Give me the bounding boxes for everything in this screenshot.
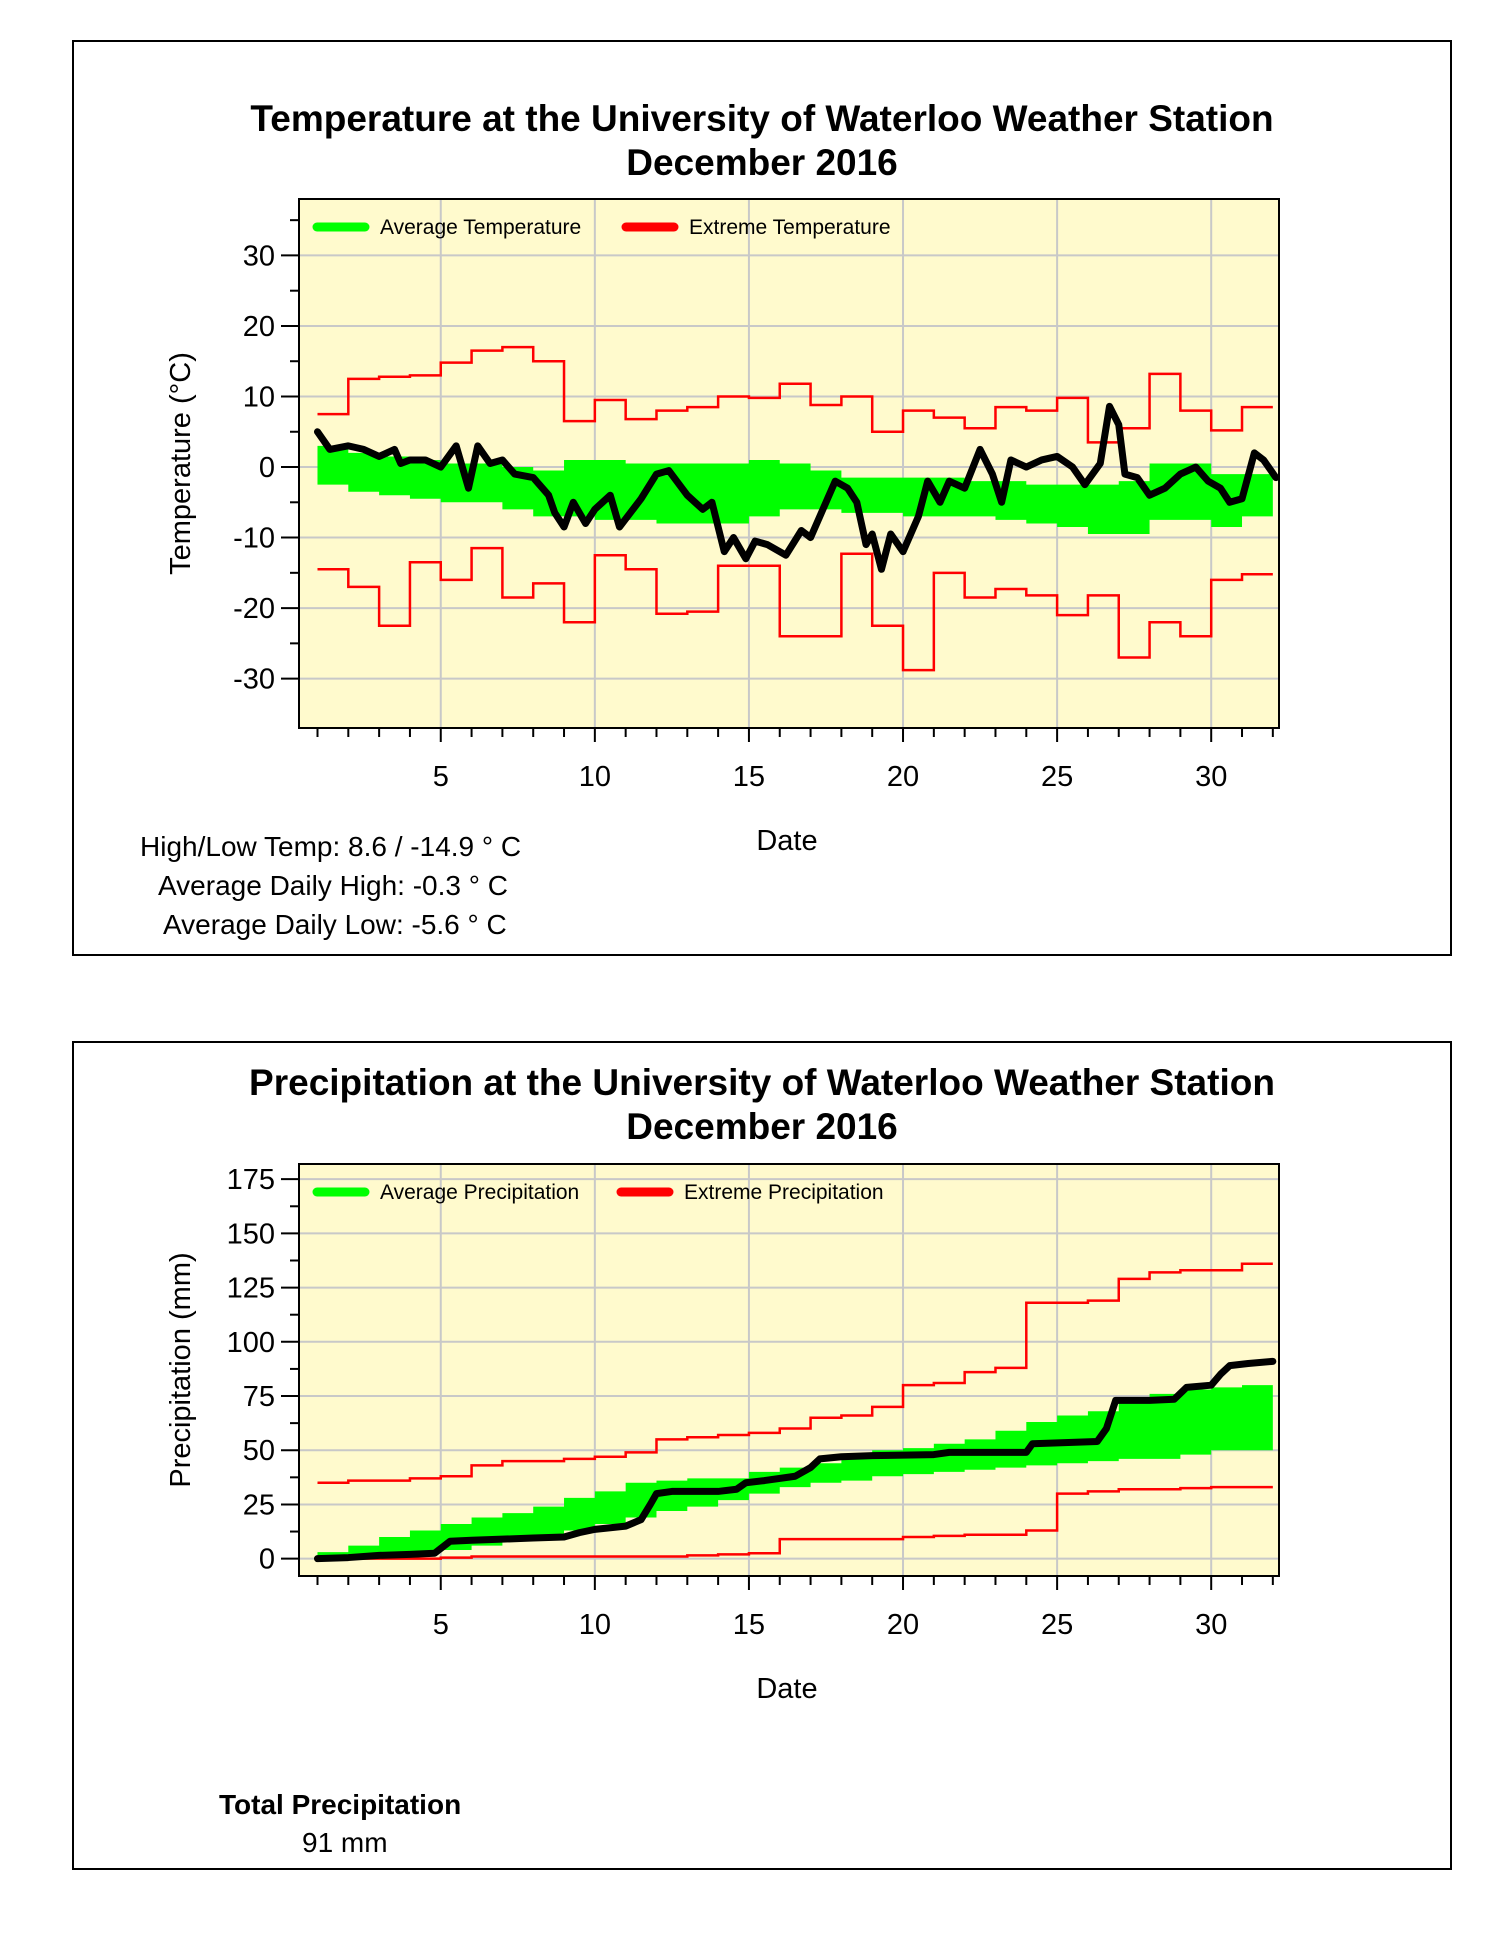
temp-x-tick-label: 20 (887, 761, 919, 793)
temp-y-axis-label: Temperature (°C) (165, 352, 197, 575)
precip-x-axis-label: Date (756, 1673, 817, 1705)
precip-x-tick-label: 25 (1041, 1609, 1073, 1641)
precip-average-band (317, 1385, 1273, 1559)
temp-y-tick-label: 30 (243, 240, 275, 272)
precip-y-tick-label: 25 (243, 1489, 275, 1521)
precipitation-chart: 5 10 15 20 25 30 0 25 50 75 100 125 150 175 Date Precip… (165, 1163, 1280, 1705)
temp-y-tick-label: -20 (233, 593, 275, 625)
temp-y-tick-label: -10 (233, 523, 275, 555)
temp-x-axis-label: Date (756, 825, 817, 857)
precip-y-tick-label: 75 (243, 1381, 275, 1413)
precipitation-chart-title-line2: December 2016 (626, 1106, 898, 1147)
precip-extreme-high-line (317, 1262, 1273, 1485)
precip-x-tick-label: 20 (887, 1609, 919, 1641)
precip-y-tick-label: 150 (227, 1218, 275, 1250)
temp-y-tick-label: 0 (259, 452, 275, 484)
temperature-chart-panel: Temperature at the University of Waterlo… (72, 40, 1452, 956)
average-daily-low-stat: Average Daily Low: -5.6 ° C (163, 909, 507, 940)
precip-legend-label: Average Precipitation (380, 1181, 579, 1204)
temp-x-tick-label: 5 (433, 761, 449, 793)
precipitation-chart-panel: Precipitation at the University of Water… (72, 1041, 1452, 1870)
precip-y-tick-label: 125 (227, 1273, 275, 1305)
precip-y-tick-label: 175 (227, 1164, 275, 1196)
precip-y-tick-label: 0 (259, 1544, 275, 1576)
precip-y-axis-label: Precipitation (mm) (165, 1252, 197, 1487)
temp-observed-line (313, 402, 1280, 573)
precipitation-chart-title-line1: Precipitation at the University of Water… (249, 1062, 1275, 1103)
temp-legend-label: Extreme Temperature (689, 216, 891, 239)
precip-y-tick-label: 50 (243, 1435, 275, 1467)
precip-x-tick-label: 30 (1195, 1609, 1227, 1641)
temp-plot-frame (298, 198, 1280, 729)
precip-plot-area (299, 1164, 1279, 1576)
temperature-chart-title-line1: Temperature at the University of Waterlo… (250, 98, 1274, 139)
total-precipitation-label: Total Precipitation (219, 1789, 462, 1820)
precip-legend-label: Extreme Precipitation (684, 1181, 884, 1204)
temperature-chart-title-line2: December 2016 (626, 142, 898, 183)
temp-extreme-high-line (317, 345, 1273, 444)
temp-y-tick-label: 20 (243, 311, 275, 343)
precip-x-tick-label: 10 (579, 1609, 611, 1641)
precip-x-tick-label: 5 (433, 1609, 449, 1641)
temp-x-tick-label: 25 (1041, 761, 1073, 793)
precip-extreme-low-line (317, 1485, 1273, 1560)
temp-x-tick-label: 15 (733, 761, 765, 793)
temp-extreme-low-line (317, 546, 1273, 672)
temp-y-tick-label: -30 (233, 664, 275, 696)
average-daily-high-stat: Average Daily High: -0.3 ° C (158, 870, 508, 901)
total-precipitation-value: 91 mm (302, 1827, 388, 1858)
temp-y-tick-label: 10 (243, 381, 275, 413)
temp-x-tick-label: 30 (1195, 761, 1227, 793)
precip-y-tick-label: 100 (227, 1327, 275, 1359)
precip-plot-frame (298, 1163, 1280, 1577)
precip-x-tick-label: 15 (733, 1609, 765, 1641)
temp-legend-label: Average Temperature (380, 216, 581, 239)
precip-observed-line (313, 1357, 1277, 1563)
temperature-chart: 5 10 15 20 25 30 -30 -20 -10 0 10 20 30 Date Temperatu… (165, 198, 1280, 857)
high-low-temp-stat: High/Low Temp: 8.6 / -14.9 ° C (140, 831, 522, 862)
temp-x-tick-label: 10 (579, 761, 611, 793)
